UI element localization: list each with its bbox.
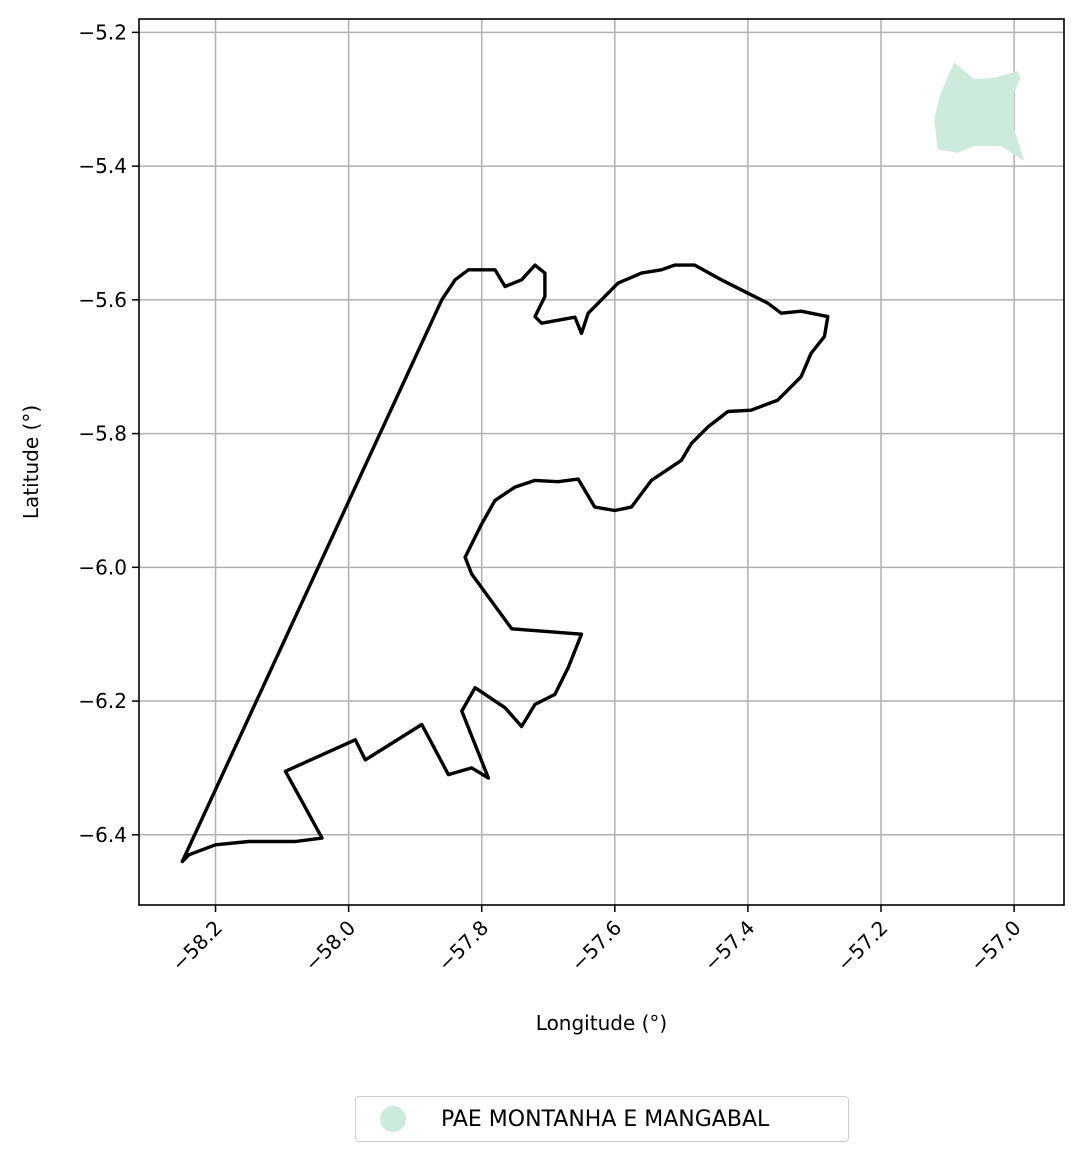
x-axis-ticks: −58.2 −58.0 −57.8 −57.6 −57.4 −57.2 −57.0	[167, 905, 1026, 976]
legend-label: PAE MONTANHA E MANGABAL	[441, 1106, 770, 1132]
y-tick-label: −6.4	[78, 823, 127, 847]
area-polygon-pae-montanha-e-mangabal	[934, 62, 1025, 161]
x-axis-label: Longitude (°)	[536, 1011, 667, 1035]
y-tick-label: −5.8	[78, 422, 127, 446]
x-tick-label: −57.6	[566, 916, 626, 976]
x-tick-label: −57.4	[699, 916, 759, 976]
x-tick-label: −57.0	[965, 916, 1025, 976]
legend: PAE MONTANHA E MANGABAL	[355, 1096, 849, 1142]
y-tick-label: −5.4	[78, 154, 127, 178]
x-tick-label: −58.2	[167, 916, 227, 976]
x-tick-label: −57.2	[832, 916, 892, 976]
x-tick-label: −57.8	[433, 916, 493, 976]
y-tick-label: −5.6	[78, 288, 127, 312]
y-axis-label: Latitude (°)	[19, 405, 43, 519]
map-layers	[180, 62, 1025, 864]
y-tick-label: −6.2	[78, 689, 127, 713]
y-tick-label: −5.2	[78, 20, 127, 44]
y-tick-label: −6.0	[78, 555, 127, 579]
grid	[139, 19, 1064, 905]
legend-swatch	[380, 1106, 406, 1132]
plot-frame	[138, 18, 1065, 906]
x-tick-label: −58.0	[300, 916, 360, 976]
boundary-outline	[180, 263, 830, 864]
y-axis-ticks: −5.2 −5.4 −5.6 −5.8 −6.0 −6.2 −6.4	[78, 20, 139, 847]
